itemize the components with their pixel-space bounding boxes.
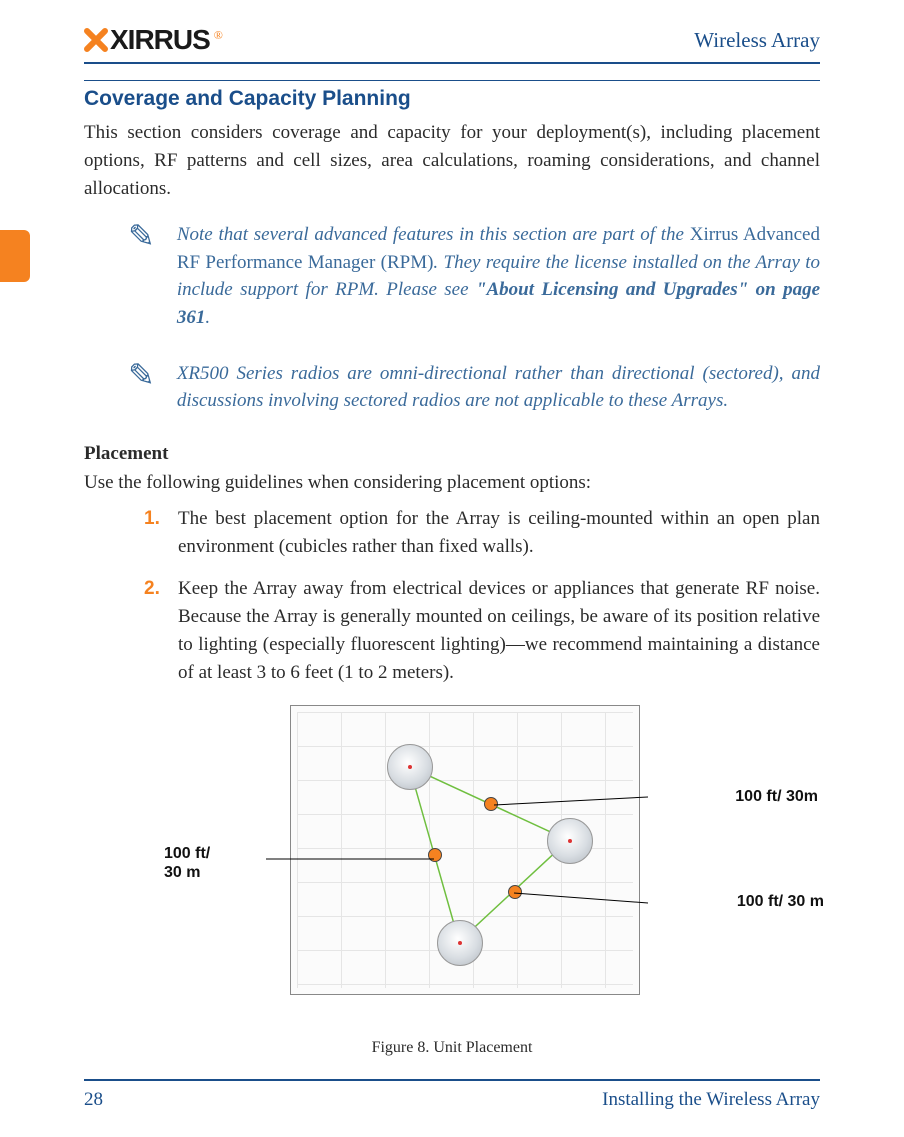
brand-logo: XIRRUS ® <box>84 24 221 56</box>
brand-text: XIRRUS <box>110 24 210 56</box>
figure-label-right-bottom: 100 ft/ 30 m <box>737 893 824 911</box>
list-number: 2. <box>144 575 160 603</box>
note-pre: XR500 Series radios are omni-directional… <box>177 363 820 412</box>
side-tab-marker <box>0 230 30 282</box>
note-box: ✎ XR500 Series radios are omni-direction… <box>128 360 820 415</box>
placement-lead: Use the following guidelines when consid… <box>84 469 820 497</box>
figure-unit-placement: 100 ft/ 30 m 100 ft/ 30m 100 ft/ 30 m <box>168 705 736 1035</box>
list-number: 1. <box>144 505 160 533</box>
list-text: The best placement option for the Array … <box>178 508 820 557</box>
sub-heading-placement: Placement <box>84 443 820 465</box>
section-intro: This section considers coverage and capa… <box>84 119 820 203</box>
note-pre: Note that several advanced features in t… <box>177 224 690 245</box>
figure-caption: Figure 8. Unit Placement <box>84 1039 820 1057</box>
note-post: . <box>205 307 210 328</box>
note-hand-icon: ✎ <box>128 217 155 331</box>
page-footer: 28 Installing the Wireless Array <box>84 1079 820 1111</box>
figure-label-right-top: 100 ft/ 30m <box>735 788 818 806</box>
list-item: 2. Keep the Array away from electrical d… <box>144 575 820 687</box>
figure-label-left: 100 ft/ 30 m <box>164 845 274 882</box>
placement-list: 1. The best placement option for the Arr… <box>84 505 820 688</box>
registered-mark: ® <box>214 28 221 43</box>
note-text: XR500 Series radios are omni-directional… <box>177 360 820 415</box>
note-box: ✎ Note that several advanced features in… <box>128 221 820 331</box>
page-header: XIRRUS ® Wireless Array <box>84 24 820 64</box>
page-number: 28 <box>84 1089 103 1111</box>
doc-title: Wireless Array <box>694 28 820 53</box>
note-hand-icon: ✎ <box>128 356 155 415</box>
list-text: Keep the Array away from electrical devi… <box>178 578 820 683</box>
brand-x-icon <box>84 28 108 52</box>
list-item: 1. The best placement option for the Arr… <box>144 505 820 561</box>
section-heading: Coverage and Capacity Planning <box>84 80 820 111</box>
note-text: Note that several advanced features in t… <box>177 221 820 331</box>
chapter-title: Installing the Wireless Array <box>602 1089 820 1111</box>
